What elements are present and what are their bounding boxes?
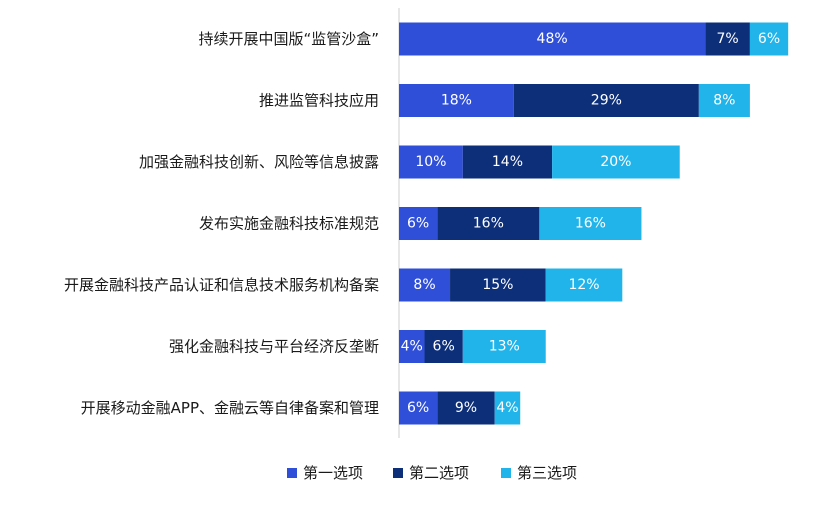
bar-segment-2 [437, 391, 495, 425]
bar-segment-3 [749, 22, 789, 56]
bar-segment-1 [399, 330, 425, 363]
bar-segment-1 [399, 145, 463, 179]
category-label: 推进监管科技应用 [259, 92, 379, 110]
bar-segment-1 [399, 84, 514, 117]
legend-label: 第三选项 [517, 464, 577, 482]
category-label: 开展金融科技产品认证和信息技术服务机构备案 [64, 276, 379, 294]
data-label: 18% [441, 93, 472, 109]
bars-layer [399, 22, 789, 425]
data-label: 7% [716, 31, 738, 47]
bar-segment-1 [399, 391, 438, 425]
category-label: 开展移动金融APP、金融云等自律备案和管理 [81, 399, 379, 417]
bar-segment-2 [705, 22, 750, 56]
data-label: 6% [433, 339, 455, 355]
data-label: 8% [413, 277, 435, 293]
bar-segment-3 [539, 207, 642, 240]
data-label: 14% [492, 154, 523, 170]
bar-segment-1 [399, 207, 438, 240]
data-label: 9% [455, 400, 477, 416]
data-label: 4% [401, 339, 423, 355]
bar-segment-2 [437, 207, 540, 240]
data-label: 6% [407, 400, 429, 416]
bar-segment-2 [513, 84, 699, 117]
category-label: 发布实施金融科技标准规范 [199, 215, 379, 233]
data-label: 10% [415, 154, 446, 170]
legend: 第一选项 第二选项 第三选项 [287, 464, 577, 482]
data-label: 4% [496, 400, 518, 416]
data-label: 20% [600, 154, 631, 170]
data-label: 16% [473, 216, 504, 232]
data-label: 48% [537, 31, 568, 47]
data-label: 15% [482, 277, 513, 293]
category-label: 持续开展中国版“监管沙盒” [198, 30, 379, 48]
data-label: 12% [568, 277, 599, 293]
bar-segment-3 [545, 268, 623, 302]
bar-segment-2 [450, 268, 546, 302]
legend-label: 第一选项 [303, 464, 363, 482]
bar-segment-3 [552, 145, 680, 179]
legend-label: 第二选项 [409, 464, 469, 482]
bar-segment-3 [698, 84, 750, 117]
data-label: 6% [758, 31, 780, 47]
data-label: 16% [575, 216, 606, 232]
bar-segment-2 [462, 145, 553, 179]
data-label: 8% [713, 93, 735, 109]
legend-swatch [393, 468, 403, 478]
legend-swatch [287, 468, 297, 478]
bar-segment-3 [462, 330, 546, 363]
category-label: 强化金融科技与平台经济反垄断 [169, 338, 379, 356]
labels-layer: 持续开展中国版“监管沙盒” 48% 7% 6% 推进监管科技应用 18% 29% 8% 加强金融… [64, 30, 780, 417]
data-label: 29% [591, 93, 622, 109]
bar-segment-1 [399, 268, 451, 302]
data-label: 13% [489, 339, 520, 355]
legend-swatch [501, 468, 511, 478]
category-label: 加强金融科技创新、风险等信息披露 [139, 153, 379, 171]
bar-segment-2 [424, 330, 463, 363]
data-label: 6% [407, 216, 429, 232]
bar-segment-1 [399, 22, 706, 56]
bar-segment-3 [494, 391, 521, 425]
